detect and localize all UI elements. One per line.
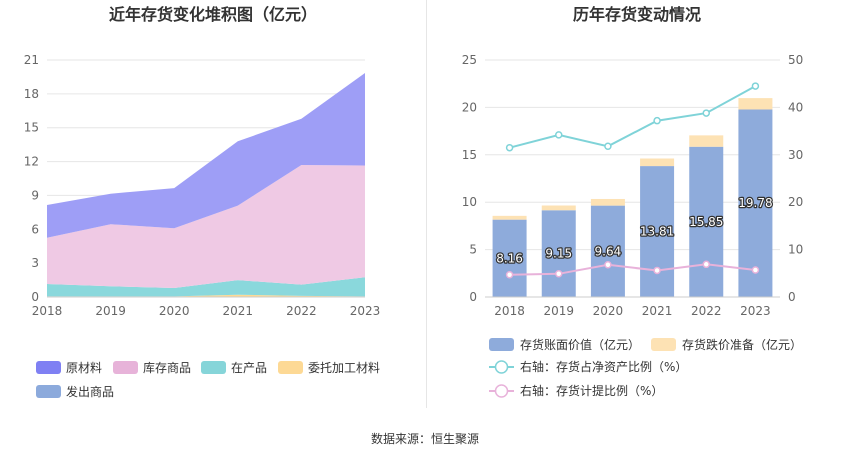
line-inventory-to-net-assets [510,86,756,148]
legend-label: 右轴：存货计提比例（%） [520,383,663,398]
legend-label: 库存商品 [143,360,191,375]
y2-tick-label: 0 [788,290,796,304]
y2-tick-label: 40 [788,100,803,114]
y-tick-label: 15 [24,121,39,135]
legend-swatch [201,361,226,374]
y-tick-label: 15 [462,148,477,162]
x-tick-label: 2019 [543,304,574,318]
x-tick-label: 2020 [593,304,624,318]
legend-label: 原材料 [66,361,102,375]
x-tick-label: 2018 [494,304,525,318]
y-tick-label: 21 [24,53,39,67]
line-point [703,261,709,267]
inventory-stacked-area-chart: 近年存货变化堆积图（亿元） 0 3 6 9 12 15 18 21 2018 2019 2020 202… [0,0,426,420]
x-tick-label: 2022 [691,304,722,318]
line-point [654,118,660,124]
legend-swatch [278,361,303,374]
x-tick-label: 2023 [350,304,381,318]
x-tick-label: 2018 [32,304,63,318]
bar-impairment-reserve [738,98,772,109]
legend-label: 在产品 [231,361,267,375]
legend-marker [496,385,508,397]
y-tick-label: 12 [24,155,39,169]
chart-title: 历年存货变动情况 [573,5,701,24]
y2-tick-label: 50 [788,53,803,67]
legend-label: 右轴：存货占净资产比例（%） [520,359,687,374]
y-tick-label: 0 [31,290,39,304]
bar-inventory-value [689,147,723,297]
line-point [605,143,611,149]
legend-swatch [113,361,138,374]
line-point [752,267,758,273]
bar-data-label: 9.15 [545,247,572,261]
bar-impairment-reserve [591,199,625,206]
line-point [507,145,513,151]
bar-data-label: 15.85 [689,215,723,229]
y-tick-label: 5 [469,243,477,257]
x-tick-label: 2019 [95,304,126,318]
bar-data-label: 19.78 [738,196,772,210]
y-tick-label: 6 [31,222,39,236]
legend-label: 存货账面价值（亿元） [520,337,640,352]
line-point [605,262,611,268]
line-impairment-ratio [510,264,756,274]
y2-tick-label: 10 [788,243,803,257]
line-point [654,267,660,273]
legend-label: 委托加工材料 [308,361,380,375]
bar-impairment-reserve [640,158,674,166]
bar-impairment-reserve [493,216,527,220]
bar-impairment-reserve [542,206,576,211]
bar-impairment-reserve [689,135,723,146]
y-tick-label: 9 [31,188,39,202]
bar-inventory-value [640,166,674,297]
bar-data-label: 8.16 [496,251,523,265]
legend-swatch [489,338,514,351]
y-tick-label: 18 [24,87,39,101]
bar-data-label: 9.64 [595,244,622,258]
bar-inventory-value [493,220,527,297]
y2-tick-label: 20 [788,195,803,209]
y-tick-label: 25 [462,53,477,67]
y-tick-label: 3 [31,256,39,270]
x-tick-label: 2023 [740,304,771,318]
y-tick-label: 0 [469,290,477,304]
source-note: 数据来源：恒生聚源 [0,430,850,447]
x-tick-label: 2020 [159,304,190,318]
bar-inventory-value [591,206,625,297]
panel-divider [426,0,427,408]
x-tick-label: 2021 [223,304,254,318]
line-point [556,271,562,277]
legend-marker [496,361,508,373]
line-point [507,272,513,278]
legend-swatch [36,385,61,398]
y2-tick-label: 30 [788,148,803,162]
y-tick-label: 20 [462,100,477,114]
y-tick-label: 10 [462,195,477,209]
legend-label: 存货跌价准备（亿元） [682,337,802,352]
bar-inventory-value [738,109,772,297]
x-tick-label: 2021 [642,304,673,318]
legend-label: 发出商品 [66,384,114,399]
line-point [556,132,562,138]
line-point [703,110,709,116]
bar-data-label: 13.81 [640,225,674,239]
line-point [752,83,758,89]
chart-title: 近年存货变化堆积图（亿元） [109,5,317,24]
bar-inventory-value [542,210,576,297]
legend-swatch [36,361,61,374]
legend-swatch [651,338,676,351]
x-tick-label: 2022 [286,304,317,318]
